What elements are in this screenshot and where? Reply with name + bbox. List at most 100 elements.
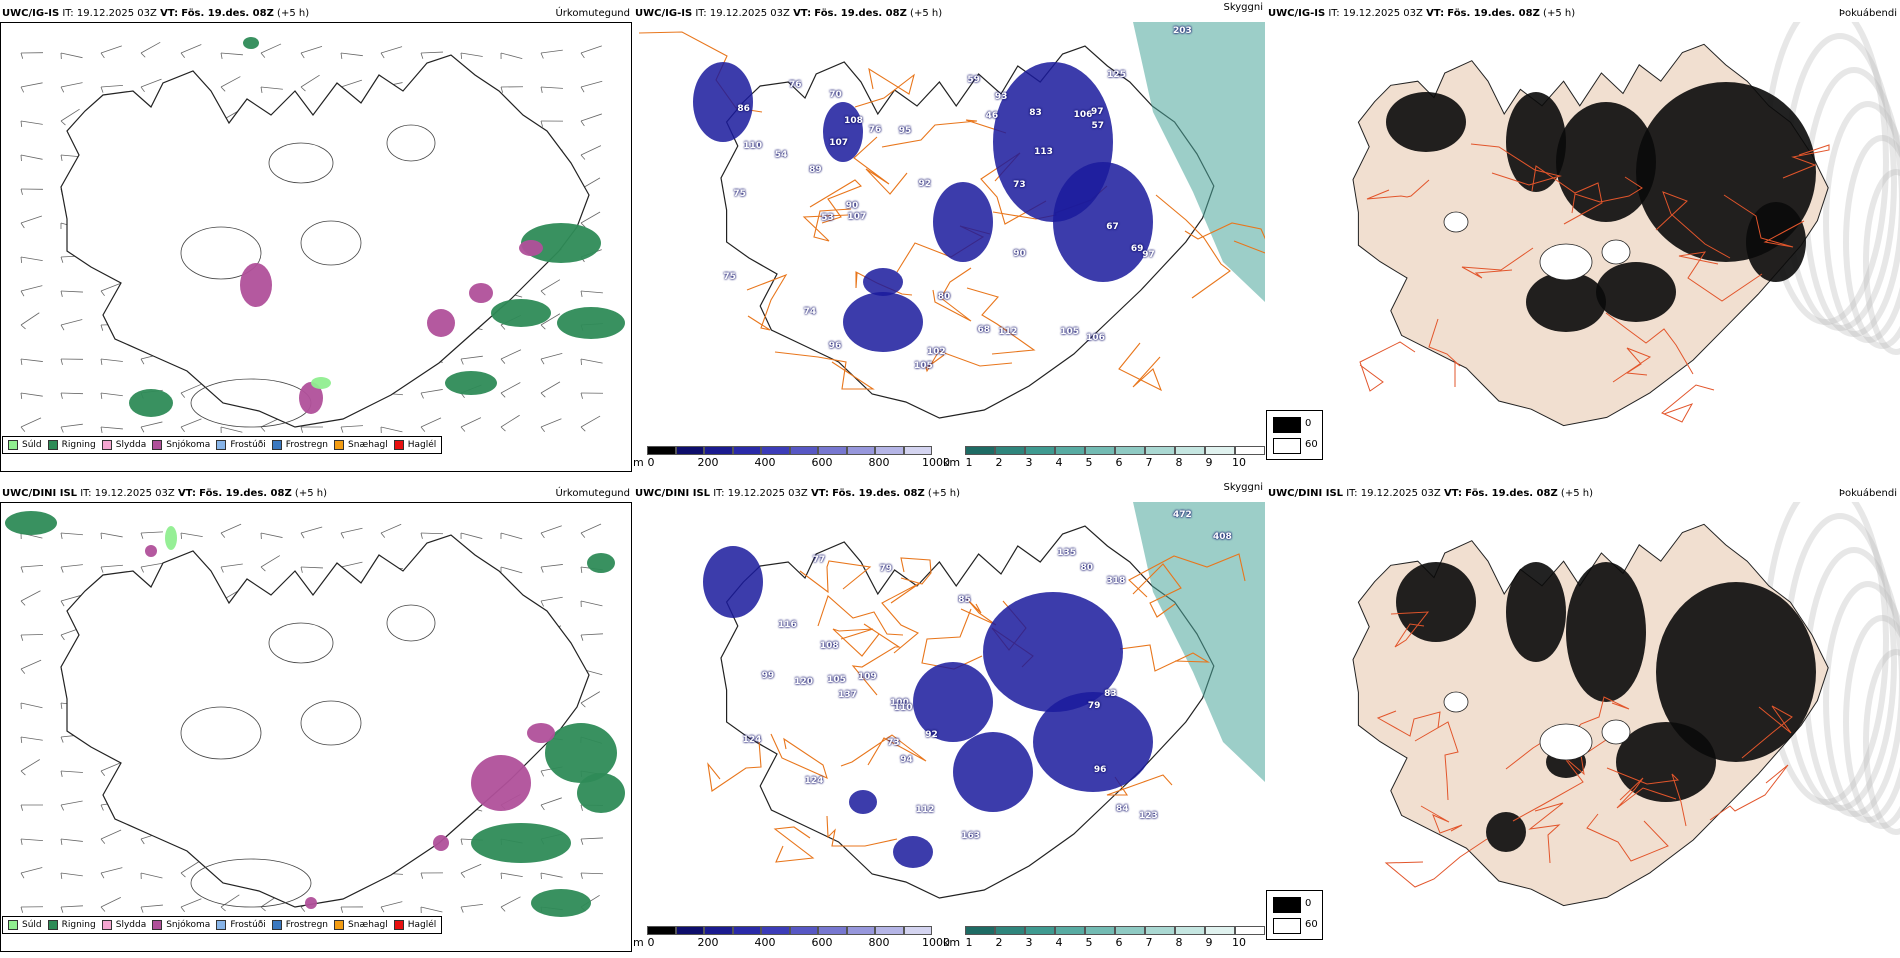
wind-barb-flag [21,873,24,878]
ceiling-value-label: 86 [737,104,750,114]
wind-barb [61,801,83,805]
wind-barb-flag [381,533,385,538]
wind-barb-flag [21,53,23,59]
wind-barb-flag [101,805,103,810]
fog-map[interactable] [1306,502,1900,942]
vt-label: VT: [793,8,811,19]
wind-barb [381,47,402,53]
wind-barb [421,389,443,393]
wind-barb [581,634,603,635]
legend-item: Snjókoma [152,920,210,930]
vis-scale-tick: 7 [1146,456,1153,469]
wind-barb [461,356,483,359]
wind-barb [61,393,83,394]
vis-scale-segment [1145,926,1175,935]
cloud-scale-segment [676,926,705,935]
wind-barb-flag [581,839,583,845]
cloud-unit: m [633,456,644,469]
wind-barb-flag [261,427,265,432]
precip-area-rain [5,511,57,535]
vt-value: Fös. 19.des. 08Z [1465,488,1558,499]
fog-map[interactable] [1306,22,1900,462]
wind-barb-flag [541,805,544,810]
wind-barb-flag [21,87,24,92]
ceiling-value-label: 116 [778,620,797,630]
wind-barb-flag [101,427,102,433]
vis-unit: km [943,936,960,949]
wind-barb [181,419,201,427]
cloud-header: UWC/DINI ISL IT: 19.12.2025 03Z VT: Fös.… [635,488,960,500]
precip-map[interactable] [0,502,632,952]
cloud-scale-segment [733,926,762,935]
ceiling-value-label: 102 [927,347,946,357]
low-cloud-area [823,102,863,162]
wind-barb [421,418,441,427]
precip-area-rain [491,299,551,327]
wind-barb [541,419,561,427]
it-label: IT: [695,8,706,19]
wind-barb [541,526,562,533]
wind-barb-flag [61,805,64,810]
wind-barb-flag [61,533,62,539]
legend-label: Frostregn [286,920,328,930]
it-label: IT: [62,8,73,19]
offset: (+5 h) [910,8,942,19]
legend-swatch [8,440,18,450]
wind-barb [541,798,562,805]
wind-barb [541,597,563,601]
wind-barb-flag [541,393,545,397]
low-cloud-area [893,836,933,868]
precip-map[interactable] [0,22,632,472]
wind-barb-flag [301,567,302,573]
ceiling-value-label: 108 [820,641,839,651]
wind-barb [181,861,200,873]
ceiling-value-label: 107 [829,138,848,148]
vis-scale-tick: 2 [996,456,1003,469]
precip-area-snow [527,723,555,743]
wind-barb-flag [21,737,22,743]
legend-item: Frostregn [272,440,328,450]
legend-swatch [102,440,112,450]
legend-item: Haglél [394,440,437,450]
wind-barb [21,759,40,771]
wind-barb-flag [261,907,266,911]
wind-barb [21,216,42,223]
wind-barb-flag [541,533,544,538]
wind-barb [581,291,603,293]
cloud-scale-segment [904,926,933,935]
legend-swatch [394,440,404,450]
cloud-scale-segment [704,926,733,935]
vis-scale-segment [1085,926,1115,935]
precip-area-drizzle [311,377,331,389]
ceiling-value-label: 109 [858,672,877,682]
precip-area-snow [433,835,449,851]
vis-scale-tick: 4 [1056,456,1063,469]
legend-label: Frostúði [230,920,265,930]
ceiling-value-label: 59 [967,75,980,85]
wind-barb [381,524,401,533]
wind-barb-flag [581,393,583,399]
wind-barb [341,426,363,427]
low-cloud-area [863,268,903,296]
wind-barb-flag [21,635,23,641]
ceiling-value-label: 83 [1029,108,1042,118]
wind-barb-flag [461,427,465,432]
precip-area-rain [531,889,591,917]
vis-scale-tick: 3 [1026,936,1033,949]
ceiling-value-label: 110 [894,703,913,713]
cloud-scale-segment [704,446,733,455]
ceiling-value-label: 73 [887,738,900,748]
it-label: IT: [713,488,724,499]
wind-barb-flag [181,427,185,432]
wind-barb [221,524,241,533]
wind-barb [461,864,481,873]
glacier-outline [1602,240,1630,264]
vis-scale-segment [1205,446,1235,455]
vis-scale-tick: 1 [966,936,973,949]
precip-header: UWC/IG-IS IT: 19.12.2025 03Z VT: Fös. 19… [2,8,309,20]
forecast-row: UWC/DINI ISL IT: 19.12.2025 03Z VT: Fös.… [0,488,1900,958]
wind-barb-flag [141,567,144,572]
wind-barb-flag [61,771,62,777]
